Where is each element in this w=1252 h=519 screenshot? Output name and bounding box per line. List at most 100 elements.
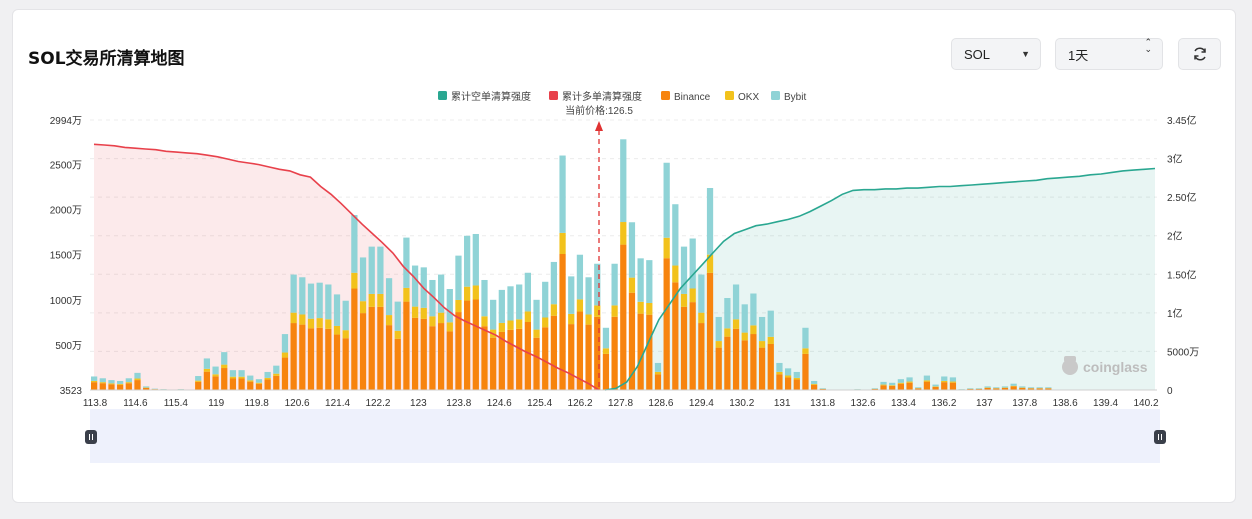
bar-okx [897, 382, 905, 384]
bar-bybit [706, 187, 714, 255]
bar-bybit [307, 283, 315, 319]
bar-binance [880, 385, 887, 390]
bar-okx [689, 288, 696, 303]
refresh-button[interactable] [1178, 38, 1221, 70]
bar-okx [949, 381, 957, 383]
bar-binance [99, 383, 106, 390]
bar-binance [446, 331, 453, 390]
bar-okx [281, 352, 289, 358]
bar-binance [689, 302, 696, 390]
bar-binance [134, 380, 141, 390]
bar-binance [507, 329, 514, 390]
bar-binance [290, 323, 297, 390]
legend-swatch [549, 91, 558, 100]
bar-binance [195, 381, 202, 390]
bar-okx [533, 329, 540, 338]
x-tick-label: 122.2 [365, 398, 390, 409]
bar-binance [264, 379, 271, 390]
bar-okx [273, 373, 280, 376]
bar-okx [602, 348, 610, 354]
period-select[interactable]: 1天 ⌃ ⌄ [1055, 38, 1163, 70]
bar-okx [758, 341, 766, 348]
bar-bybit [108, 380, 115, 384]
x-tick-label: 113.8 [83, 398, 108, 409]
bar-bybit [359, 257, 367, 302]
bar-okx [238, 376, 245, 379]
bar-binance [203, 371, 211, 390]
bar-bybit [594, 263, 601, 306]
bar-binance [802, 353, 809, 390]
bar-binance [594, 316, 601, 390]
bar-binance [108, 384, 115, 390]
bar-okx [811, 383, 818, 385]
x-tick-label: 123.8 [446, 398, 471, 409]
bar-okx [524, 311, 531, 323]
bar-okx [446, 322, 453, 332]
bar-bybit [351, 215, 358, 273]
bar-okx [134, 378, 141, 381]
watermark-text: coinglass [1083, 359, 1148, 375]
bar-bybit [984, 386, 991, 388]
bar-okx [776, 371, 783, 375]
bar-okx [247, 380, 254, 382]
x-tick-label: 114.6 [123, 398, 148, 409]
bar-bybit [229, 370, 237, 377]
y-right-tick: 3.45亿 [1167, 114, 1196, 127]
bar-binance [481, 326, 488, 390]
bar-okx [516, 319, 523, 329]
bar-okx [429, 316, 436, 327]
bar-okx [411, 306, 419, 318]
bar-okx [203, 368, 211, 372]
bar-bybit [255, 379, 263, 383]
y-right-tick: 3亿 [1167, 153, 1183, 166]
bar-binance [533, 337, 540, 390]
bar-binance [229, 378, 237, 390]
bar-okx [437, 312, 445, 324]
bar-okx [724, 328, 731, 337]
bar-okx [195, 380, 202, 382]
bar-okx [594, 305, 601, 317]
bar-bybit [325, 284, 332, 320]
bar-bybit [212, 366, 219, 375]
bar-bybit [490, 299, 497, 330]
bar-bybit [680, 246, 688, 294]
x-tick-label: 126.2 [568, 398, 593, 409]
bar-okx [333, 325, 341, 335]
bar-bybit [403, 237, 410, 288]
bar-okx [698, 312, 705, 324]
bar-bybit [368, 246, 375, 294]
bar-okx [559, 232, 566, 255]
x-tick-label: 131 [774, 398, 791, 409]
bar-binance [524, 322, 531, 390]
bar-binance [576, 311, 584, 390]
bar-binance [715, 347, 722, 390]
bar-bybit [446, 288, 453, 323]
bar-bybit [602, 327, 610, 349]
bar-okx [385, 315, 393, 326]
bar-bybit [134, 372, 141, 379]
bar-binance [403, 301, 410, 390]
bar-bybit [195, 376, 202, 381]
legend-label: 累计多单清算强度 [562, 90, 642, 103]
bar-binance [663, 258, 670, 390]
zoom-handle[interactable] [85, 430, 97, 444]
bar-bybit [117, 380, 124, 384]
bar-bybit [967, 388, 974, 389]
zoom-slider[interactable] [85, 409, 1166, 463]
bar-bybit [377, 246, 384, 294]
zoom-handle[interactable] [1154, 430, 1166, 444]
bar-okx [377, 293, 384, 307]
bar-binance [221, 368, 228, 390]
bar-bybit [1001, 386, 1009, 388]
bar-bybit [889, 382, 896, 386]
bar-bybit [203, 358, 211, 369]
bar-binance [377, 306, 384, 390]
bar-bybit [993, 387, 1000, 389]
bar-binance [143, 387, 150, 390]
bar-bybit [429, 279, 436, 317]
bar-binance [628, 292, 636, 390]
long-cum-line [93, 143, 600, 391]
bar-okx [316, 318, 323, 328]
coin-select[interactable]: SOL ▼ [951, 38, 1041, 70]
